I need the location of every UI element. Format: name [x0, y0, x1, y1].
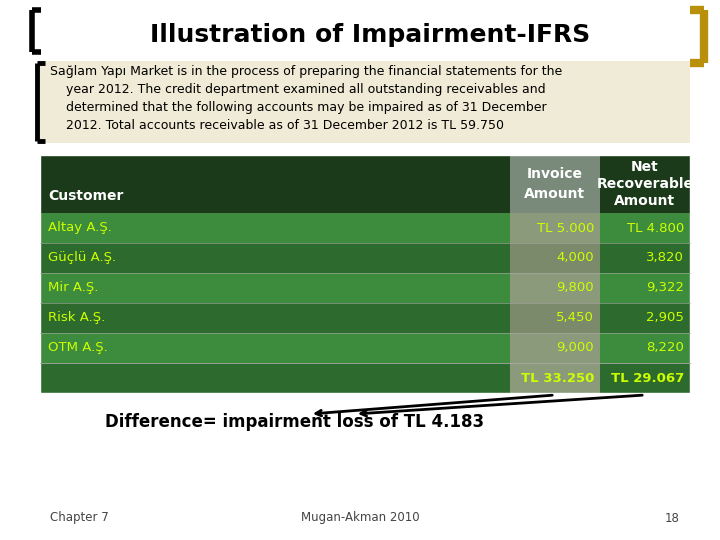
FancyBboxPatch shape [600, 333, 690, 363]
Text: TL 33.250: TL 33.250 [521, 372, 594, 384]
Text: Güçlü A.Ş.: Güçlü A.Ş. [48, 252, 116, 265]
FancyBboxPatch shape [510, 213, 600, 243]
Text: Altay A.Ş.: Altay A.Ş. [48, 221, 112, 234]
Text: Risk A.Ş.: Risk A.Ş. [48, 312, 105, 325]
FancyBboxPatch shape [40, 363, 510, 393]
FancyBboxPatch shape [40, 61, 690, 143]
FancyBboxPatch shape [600, 273, 690, 303]
Text: 3,820: 3,820 [646, 252, 684, 265]
Text: year 2012. The credit department examined all outstanding receivables and: year 2012. The credit department examine… [50, 83, 546, 96]
Text: 9,322: 9,322 [646, 281, 684, 294]
FancyBboxPatch shape [40, 333, 510, 363]
Text: Chapter 7: Chapter 7 [50, 511, 109, 524]
Text: Mugan-Akman 2010: Mugan-Akman 2010 [301, 511, 419, 524]
Text: 8,220: 8,220 [646, 341, 684, 354]
Text: 9,000: 9,000 [557, 341, 594, 354]
FancyBboxPatch shape [40, 273, 510, 303]
Text: Sağlam Yapı Market is in the process of preparing the financial statements for t: Sağlam Yapı Market is in the process of … [50, 65, 562, 78]
Text: 4,000: 4,000 [557, 252, 594, 265]
Text: Mir A.Ş.: Mir A.Ş. [48, 281, 99, 294]
Text: 9,800: 9,800 [557, 281, 594, 294]
FancyBboxPatch shape [510, 333, 600, 363]
FancyBboxPatch shape [40, 155, 690, 213]
Text: Difference= impairment loss of TL 4.183: Difference= impairment loss of TL 4.183 [105, 413, 485, 431]
FancyBboxPatch shape [600, 303, 690, 333]
Text: Invoice
Amount: Invoice Amount [524, 167, 585, 201]
Text: 18: 18 [665, 511, 680, 524]
Text: TL 4.800: TL 4.800 [626, 221, 684, 234]
Text: 5,450: 5,450 [556, 312, 594, 325]
Text: TL 29.067: TL 29.067 [611, 372, 684, 384]
FancyBboxPatch shape [510, 243, 600, 273]
Text: 2012. Total accounts receivable as of 31 December 2012 is TL 59.750: 2012. Total accounts receivable as of 31… [50, 119, 504, 132]
FancyBboxPatch shape [510, 363, 600, 393]
FancyBboxPatch shape [510, 155, 600, 213]
FancyBboxPatch shape [510, 273, 600, 303]
FancyBboxPatch shape [600, 213, 690, 243]
Text: TL 5.000: TL 5.000 [536, 221, 594, 234]
Text: Customer: Customer [48, 189, 123, 203]
FancyBboxPatch shape [600, 363, 690, 393]
Text: OTM A.Ş.: OTM A.Ş. [48, 341, 108, 354]
FancyBboxPatch shape [40, 243, 510, 273]
FancyBboxPatch shape [40, 303, 510, 333]
Text: Net
Recoverable
Amount: Net Recoverable Amount [596, 160, 693, 208]
Text: determined that the following accounts may be impaired as of 31 December: determined that the following accounts m… [50, 101, 546, 114]
FancyBboxPatch shape [510, 303, 600, 333]
FancyBboxPatch shape [600, 243, 690, 273]
Text: Illustration of Impairment-IFRS: Illustration of Impairment-IFRS [150, 23, 590, 47]
Text: 2,905: 2,905 [646, 312, 684, 325]
FancyBboxPatch shape [40, 213, 510, 243]
